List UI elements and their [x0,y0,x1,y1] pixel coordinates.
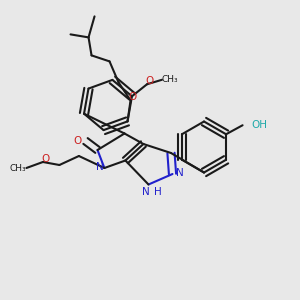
Text: CH₃: CH₃ [161,75,178,84]
Text: N: N [142,187,149,197]
Text: N: N [96,161,104,172]
Text: OH: OH [252,120,268,130]
Text: H: H [154,187,161,197]
Text: O: O [128,92,136,102]
Text: O: O [146,76,154,86]
Text: O: O [74,136,82,146]
Text: N: N [176,167,184,178]
Text: CH₃: CH₃ [9,164,26,172]
Text: O: O [42,154,50,164]
